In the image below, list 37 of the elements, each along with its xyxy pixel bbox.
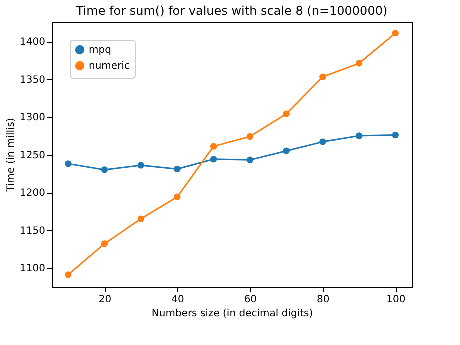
point bbox=[65, 272, 72, 278]
x-tick-label: 60 bbox=[244, 294, 258, 306]
legend-label: numeric bbox=[89, 61, 130, 72]
x-tick-label: 40 bbox=[172, 294, 184, 306]
point bbox=[283, 148, 290, 154]
point bbox=[174, 194, 181, 201]
point bbox=[65, 160, 72, 168]
point bbox=[356, 132, 363, 140]
x-tick-label: 80 bbox=[317, 294, 330, 306]
point bbox=[246, 133, 254, 140]
point bbox=[210, 143, 218, 150]
y-tick-label: 1350 bbox=[20, 74, 46, 86]
point bbox=[138, 162, 144, 169]
y-tick-label: 1150 bbox=[20, 226, 46, 237]
point bbox=[101, 166, 108, 174]
chart-title: Time for sum() for values with scale 8 (n=1000000) bbox=[75, 4, 388, 18]
point bbox=[138, 216, 144, 222]
point bbox=[174, 166, 181, 173]
y-tick-label: 1400 bbox=[20, 37, 46, 48]
y-axis-title: Time (in millis) bbox=[6, 118, 18, 193]
point bbox=[392, 30, 399, 37]
y-tick-label: 1250 bbox=[20, 150, 46, 162]
x-axis-title: Numbers size (in decimal digits) bbox=[152, 308, 314, 320]
y-tick-label: 1200 bbox=[20, 188, 46, 200]
point bbox=[392, 132, 399, 139]
legend-label: mpq bbox=[89, 45, 112, 56]
y-tick-label: 1300 bbox=[20, 112, 46, 124]
point bbox=[356, 60, 363, 67]
x-tick-label: 20 bbox=[98, 294, 112, 306]
x-tick-label: 100 bbox=[386, 294, 406, 306]
point bbox=[320, 74, 326, 80]
point bbox=[320, 138, 326, 146]
point bbox=[283, 110, 290, 118]
point bbox=[210, 156, 218, 163]
point bbox=[246, 156, 254, 164]
y-tick-label: 1100 bbox=[20, 264, 46, 275]
point bbox=[101, 240, 108, 248]
